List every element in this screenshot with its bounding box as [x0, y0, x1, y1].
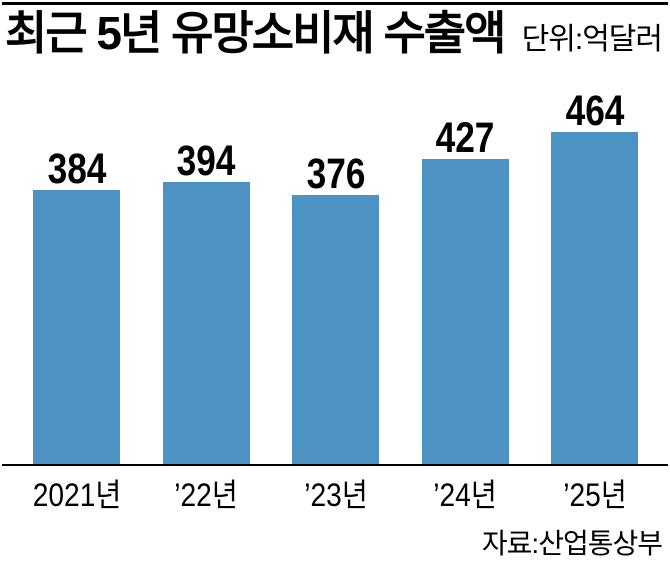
unit-label: 단위:억달러 — [521, 23, 663, 56]
chart-header: 최근 5년 유망소비재 수출액 단위:억달러 — [5, 7, 663, 59]
bar — [422, 159, 509, 466]
chart-title: 최근 5년 유망소비재 수출액 — [5, 7, 506, 59]
bar-value-label: 384 — [47, 145, 107, 193]
bar — [163, 182, 250, 466]
bar-value-label: 376 — [306, 150, 366, 198]
x-axis-label: ’24년 — [433, 477, 497, 513]
x-axis-line — [2, 464, 668, 466]
top-rule — [2, 2, 668, 5]
bar-value-label: 394 — [176, 137, 236, 185]
x-axis-label: ’22년 — [174, 477, 238, 513]
bar-value-label: 464 — [565, 87, 625, 135]
bar — [33, 190, 120, 466]
x-axis-label: ’23년 — [304, 477, 368, 513]
bar-value-label: 427 — [435, 114, 495, 162]
bar — [551, 132, 638, 466]
source-label: 자료:산업통상부 — [481, 528, 663, 559]
x-axis-label: ’25년 — [563, 477, 627, 513]
x-axis-label: 2021년 — [32, 477, 122, 513]
bar — [292, 195, 379, 466]
